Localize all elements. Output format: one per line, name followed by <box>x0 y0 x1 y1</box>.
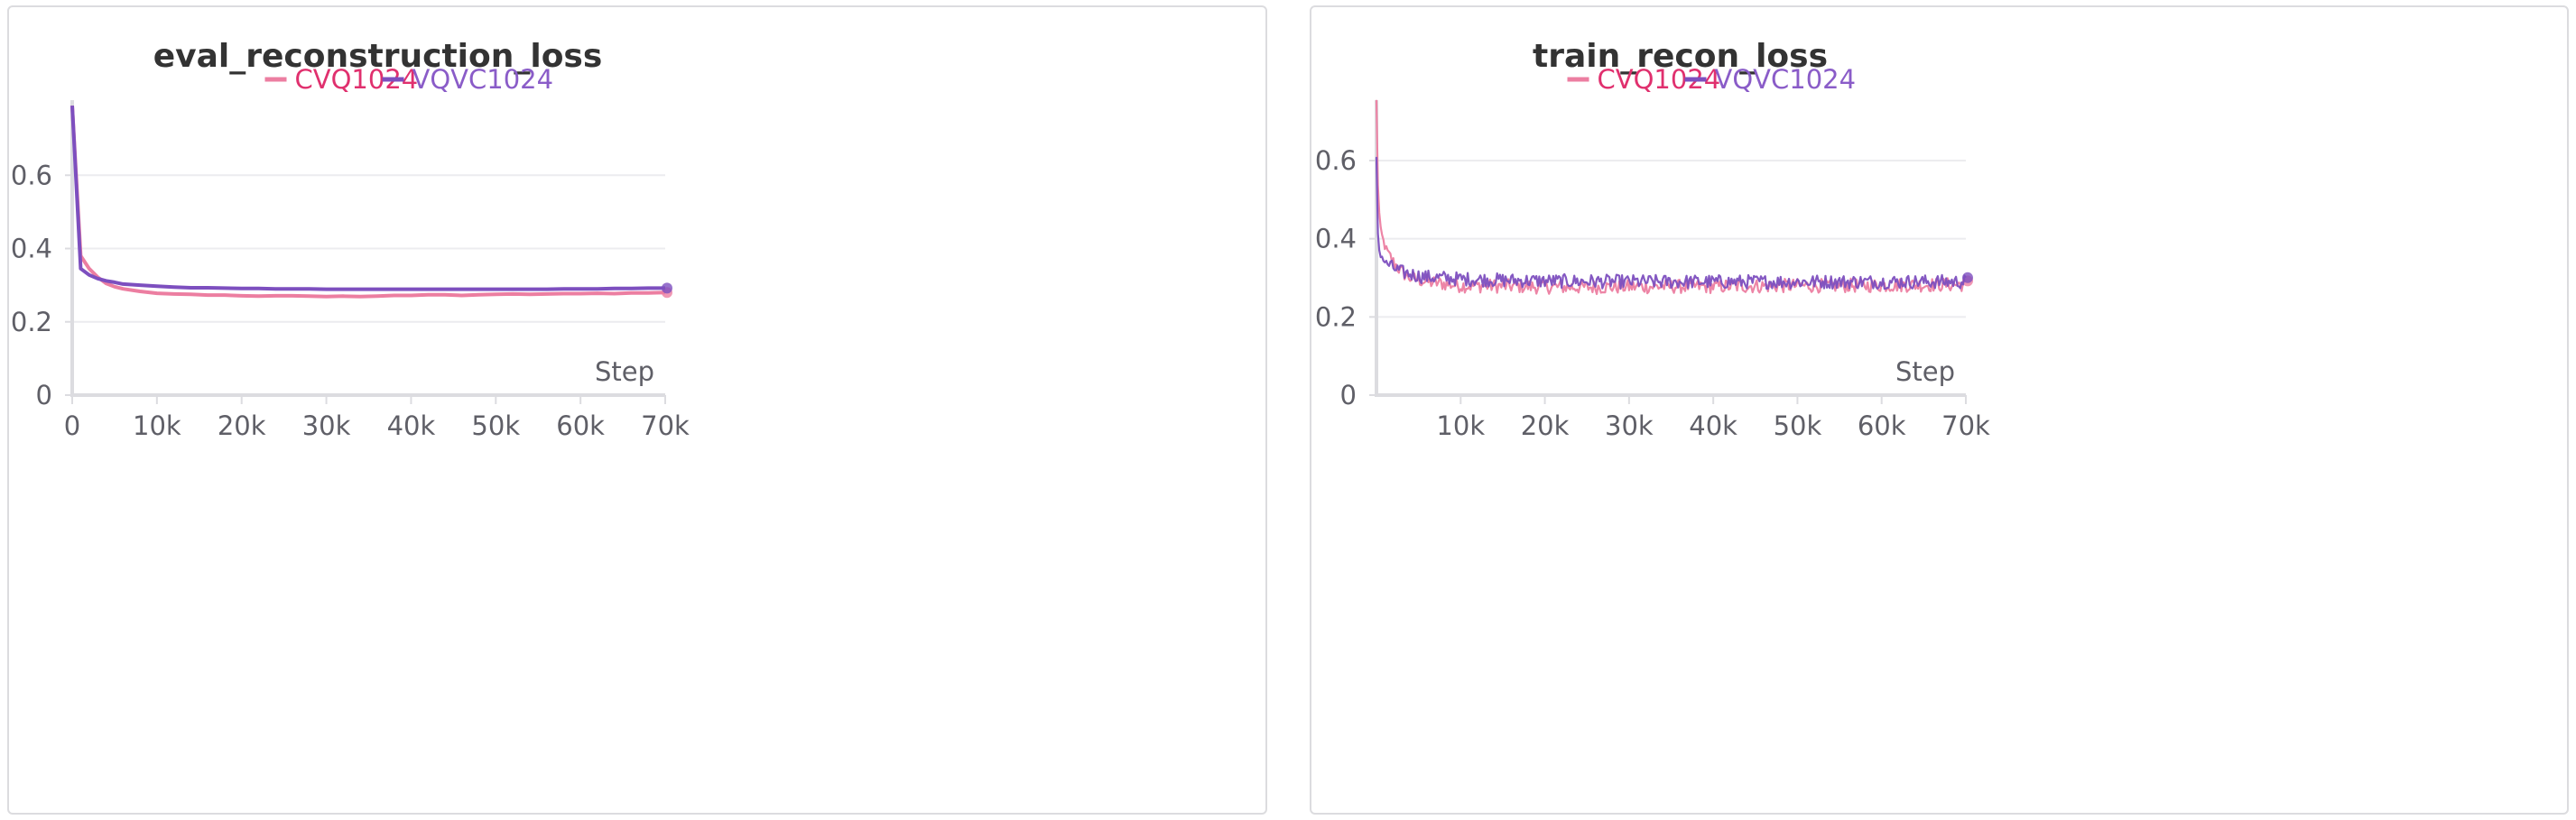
x-tick-label: 60k <box>556 410 605 441</box>
x-tick-label: 40k <box>387 410 436 441</box>
series-end-marker-vqvc1024 <box>662 282 672 294</box>
x-tick-label: 0 <box>64 410 80 441</box>
x-tick-label: 20k <box>1521 410 1570 441</box>
x-tick-label: 50k <box>1774 410 1822 441</box>
x-tick-label: 30k <box>302 410 351 441</box>
x-tick-label: 50k <box>471 410 520 441</box>
legend-label-vqvc1024[interactable]: VQVC1024 <box>1715 64 1857 95</box>
y-tick-label: 0.4 <box>11 234 52 264</box>
x-tick-label: 70k <box>641 410 690 441</box>
x-tick-label: 30k <box>1605 410 1654 441</box>
series-line-cvq1024[interactable] <box>70 105 666 299</box>
y-tick-label: 0 <box>36 380 52 410</box>
chart-panel-eval-reconstruction-loss[interactable]: eval_reconstruction_loss CVQ1024 VQVC1024 0… <box>7 5 1267 815</box>
series-line-cvq1024[interactable] <box>1375 99 1967 296</box>
legend-label-vqvc1024[interactable]: VQVC1024 <box>412 64 554 95</box>
y-tick-label: 0.6 <box>11 160 52 190</box>
chart-title: train_recon_loss <box>1533 38 1828 75</box>
x-tick-label: 10k <box>133 410 181 441</box>
x-tick-label: 20k <box>218 410 266 441</box>
y-tick-label: 0.2 <box>1315 301 1357 332</box>
series-end-marker-vqvc1024 <box>1962 272 1973 283</box>
y-tick-label: 0.4 <box>1315 224 1357 254</box>
x-axis-label: Step <box>1895 356 1955 387</box>
chart-title: eval_reconstruction_loss <box>153 38 603 75</box>
x-tick-label: 70k <box>1941 410 1990 441</box>
y-tick-label: 0.6 <box>1315 145 1357 176</box>
chart-panel-train-recon-loss[interactable]: train_recon_loss CVQ1024 VQVC1024 0 0.2 0.4 0.… <box>1310 5 2569 815</box>
x-tick-label: 60k <box>1858 410 1906 441</box>
y-tick-label: 0 <box>1340 380 1357 410</box>
x-tick-label: 10k <box>1436 410 1485 441</box>
y-tick-label: 0.2 <box>11 307 52 337</box>
x-axis-label: Step <box>595 356 654 387</box>
x-tick-label: 40k <box>1689 410 1737 441</box>
series-line-vqvc1024[interactable] <box>1375 156 1967 290</box>
series-line-vqvc1024[interactable] <box>70 105 665 291</box>
